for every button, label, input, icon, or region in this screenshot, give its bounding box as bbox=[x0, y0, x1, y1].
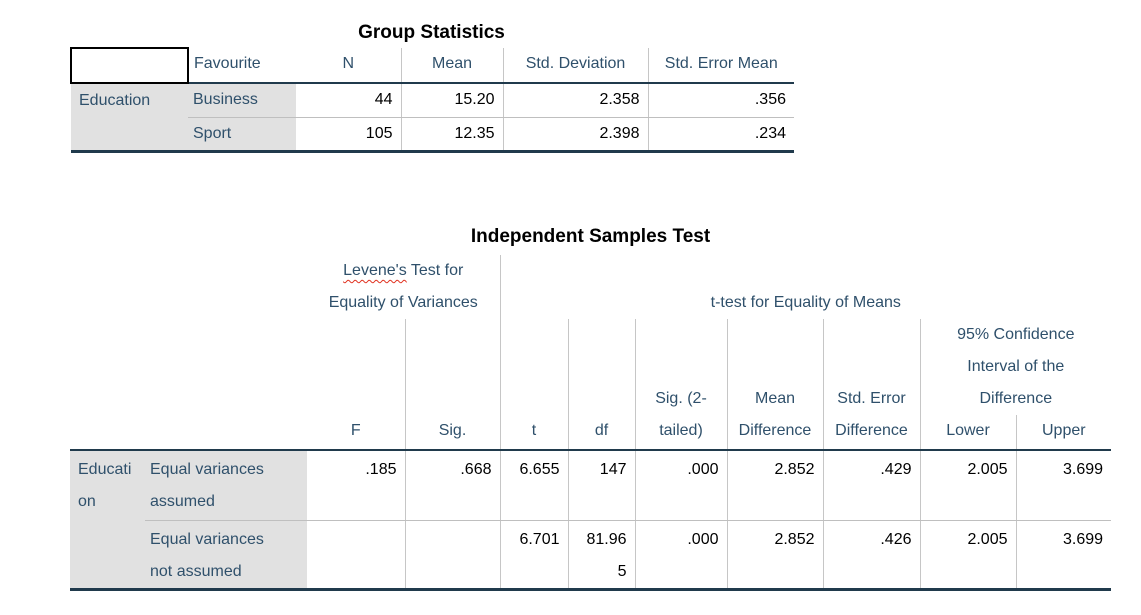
group-header-confidence-interval: 95% Confidence Interval of the Differenc… bbox=[919, 319, 1112, 415]
cell-not-assumed-f bbox=[307, 520, 405, 591]
independent-samples-test-title: Independent Samples Test bbox=[470, 226, 711, 247]
row-header-education: Educati on bbox=[70, 450, 145, 591]
cell-not-assumed-df: 81.96 5 bbox=[567, 520, 635, 591]
col-header-std-deviation: Std. Deviation bbox=[502, 48, 648, 84]
cell-sport-mean: 12.35 bbox=[400, 117, 503, 153]
row-header-education: Education bbox=[71, 83, 188, 153]
cell-not-assumed-sig bbox=[404, 520, 500, 591]
cell-assumed-f: .185 bbox=[307, 450, 405, 521]
group-header-levene: Levene's Test for Equality of Variances bbox=[328, 262, 478, 311]
group-statistics-table: Favourite N Mean Std. Deviation Std. Err… bbox=[70, 47, 794, 153]
cell-assumed-std-error-difference: .429 bbox=[822, 450, 920, 521]
col-header-std-error-mean: Std. Error Mean bbox=[647, 48, 794, 84]
cell-assumed-lower: 2.005 bbox=[919, 450, 1016, 521]
group-statistics-title: Group Statistics bbox=[358, 22, 505, 43]
col-header-mean: Mean bbox=[400, 48, 503, 84]
row-label-sport: Sport bbox=[188, 117, 296, 153]
col-header-f: F bbox=[307, 319, 405, 451]
independent-samples-test-section: Independent Samples Test Levene's Test f… bbox=[70, 226, 1112, 591]
cell-not-assumed-sig-2-tailed: .000 bbox=[634, 520, 727, 591]
cell-sport-std-error-mean: .234 bbox=[647, 117, 794, 153]
cell-not-assumed-upper: 3.699 bbox=[1015, 520, 1112, 591]
cell-assumed-upper: 3.699 bbox=[1015, 450, 1112, 521]
col-header-lower: Lower bbox=[919, 415, 1016, 451]
row-label-business: Business bbox=[188, 83, 296, 118]
independent-samples-test-table: Levene's Test for Equality of Variances … bbox=[70, 255, 1112, 591]
col-header-df: df bbox=[567, 319, 635, 451]
cell-assumed-t: 6.655 bbox=[499, 450, 568, 521]
table-row: Educati on Equal variances assumed .185 … bbox=[70, 450, 1112, 591]
table-row: Sport 105 12.35 2.398 .234 bbox=[71, 117, 794, 153]
group-statistics-section: Group Statistics Favourite N Mean Std. D… bbox=[70, 22, 794, 153]
col-header-std-error-difference: Std. Error Difference bbox=[822, 319, 920, 451]
cell-sport-std-deviation: 2.398 bbox=[502, 117, 648, 153]
cell-assumed-mean-difference: 2.852 bbox=[726, 450, 823, 521]
cell-not-assumed-lower: 2.005 bbox=[919, 520, 1016, 591]
row-label-equal-variances-assumed: Equal variances assumed bbox=[145, 450, 307, 521]
col-header-sig-2-tailed: Sig. (2- tailed) bbox=[634, 319, 727, 451]
levene-word-spellcheck: Levene's bbox=[343, 262, 407, 279]
selected-empty-cell-box bbox=[70, 47, 189, 84]
table-row: Equal variances not assumed 6.701 81.96 … bbox=[70, 520, 1112, 591]
col-header-upper: Upper bbox=[1015, 415, 1112, 451]
cell-not-assumed-t: 6.701 bbox=[499, 520, 568, 591]
cell-business-std-deviation: 2.358 bbox=[502, 83, 648, 118]
cell-not-assumed-std-error-difference: .426 bbox=[822, 520, 920, 591]
col-header-favourite: Favourite bbox=[188, 48, 296, 84]
group-header-ttest: t-test for Equality of Means bbox=[499, 255, 1112, 319]
corner-empty-cell bbox=[70, 255, 307, 451]
row-label-equal-variances-not-assumed: Equal variances not assumed bbox=[145, 520, 307, 591]
cell-sport-n: 105 bbox=[296, 117, 401, 153]
cell-not-assumed-mean-difference: 2.852 bbox=[726, 520, 823, 591]
col-header-t: t bbox=[499, 319, 568, 451]
cell-business-mean: 15.20 bbox=[400, 83, 503, 118]
cell-business-std-error-mean: .356 bbox=[647, 83, 794, 118]
table-row: Education Business 44 15.20 2.358 .356 bbox=[71, 83, 794, 153]
col-header-mean-difference: Mean Difference bbox=[726, 319, 823, 451]
cell-assumed-sig: .668 bbox=[404, 450, 500, 521]
cell-assumed-sig-2-tailed: .000 bbox=[634, 450, 727, 521]
col-header-sig: Sig. bbox=[404, 319, 500, 451]
col-header-n: N bbox=[296, 48, 401, 84]
cell-business-n: 44 bbox=[296, 83, 401, 118]
cell-assumed-df: 147 bbox=[567, 450, 635, 521]
